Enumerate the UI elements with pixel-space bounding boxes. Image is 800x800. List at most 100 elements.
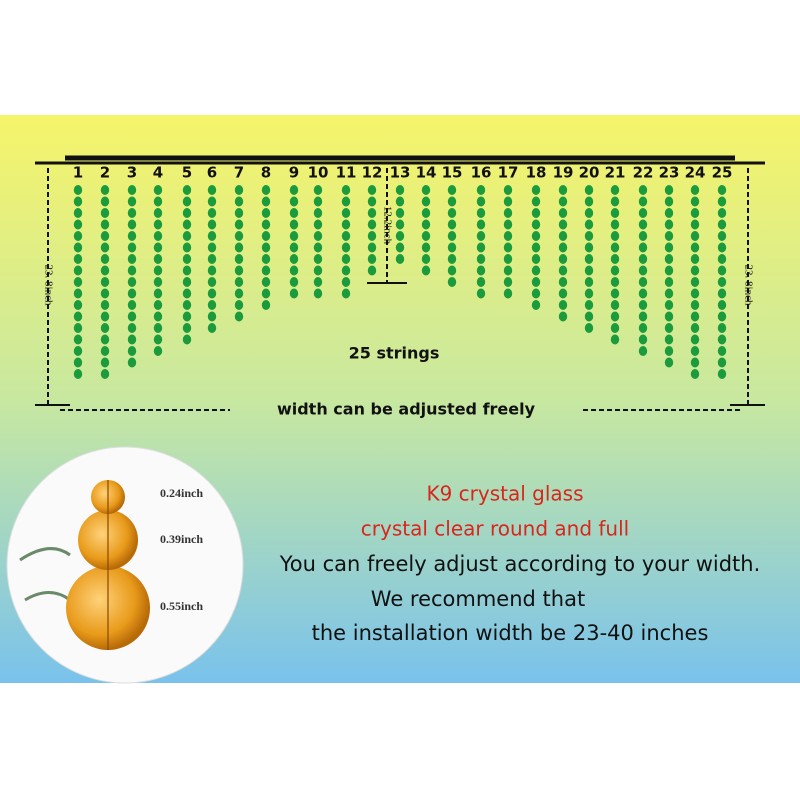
bead <box>341 196 351 207</box>
bead <box>717 288 727 299</box>
bead <box>584 265 594 276</box>
bead <box>610 208 620 218</box>
bead <box>638 346 648 356</box>
bead <box>610 334 620 345</box>
bead <box>638 196 648 207</box>
bead <box>313 288 323 299</box>
bead <box>289 288 299 299</box>
bead <box>558 311 568 322</box>
bead <box>289 265 299 276</box>
bead <box>664 346 674 356</box>
bead <box>584 231 594 241</box>
bead <box>717 185 727 195</box>
bead <box>690 300 700 310</box>
bead <box>717 208 727 218</box>
bead <box>421 265 431 276</box>
bead <box>207 185 217 195</box>
bead <box>153 208 163 218</box>
bead <box>690 288 700 299</box>
bead <box>261 242 271 253</box>
bead <box>531 208 541 218</box>
bead <box>100 357 110 368</box>
string-number: 24 <box>685 164 706 182</box>
bead <box>395 254 405 264</box>
bead <box>207 242 217 253</box>
bead <box>153 196 163 207</box>
bead <box>503 277 513 287</box>
bead <box>100 288 110 299</box>
bead <box>447 231 457 241</box>
material: K9 crystal glass <box>426 482 583 506</box>
bead <box>638 323 648 333</box>
bead <box>153 219 163 230</box>
bead-size: 0.24inch <box>160 486 203 500</box>
bead <box>153 277 163 287</box>
bead <box>234 265 244 276</box>
bead <box>127 185 137 195</box>
bead <box>638 288 648 299</box>
bead <box>367 242 377 253</box>
bead <box>182 231 192 241</box>
string-number: 11 <box>336 164 357 182</box>
bead <box>503 231 513 241</box>
bead <box>261 219 271 230</box>
bead <box>261 288 271 299</box>
bead <box>610 231 620 241</box>
bead <box>100 265 110 276</box>
bead <box>234 242 244 253</box>
bead <box>127 254 137 264</box>
bead <box>127 196 137 207</box>
recommend-note: We recommend that <box>371 587 585 611</box>
bead <box>261 185 271 195</box>
bead <box>690 277 700 287</box>
bead <box>153 334 163 345</box>
bead <box>690 357 700 368</box>
bead <box>584 185 594 195</box>
bead <box>73 323 83 333</box>
bead <box>289 277 299 287</box>
bead <box>100 277 110 287</box>
bead <box>73 277 83 287</box>
bead <box>153 231 163 241</box>
bead <box>127 242 137 253</box>
bead <box>558 219 568 230</box>
bead <box>717 219 727 230</box>
bead <box>100 254 110 264</box>
bead <box>207 288 217 299</box>
bead <box>503 219 513 230</box>
bead <box>664 185 674 195</box>
bead <box>289 185 299 195</box>
bead <box>447 196 457 207</box>
bead <box>313 219 323 230</box>
bead <box>395 185 405 195</box>
bead <box>584 300 594 310</box>
bead <box>207 196 217 207</box>
bead <box>664 277 674 287</box>
bead <box>610 254 620 264</box>
bead <box>584 242 594 253</box>
bead <box>690 323 700 333</box>
bead <box>717 196 727 207</box>
right-length: 23. 8inch <box>742 265 754 306</box>
bead <box>690 369 700 379</box>
bead <box>73 254 83 264</box>
bead <box>289 231 299 241</box>
string-count: 25 strings <box>349 344 440 363</box>
bead <box>153 185 163 195</box>
bead <box>664 311 674 322</box>
string-number: 17 <box>498 164 519 182</box>
bead <box>153 254 163 264</box>
bead <box>638 334 648 345</box>
bead <box>182 208 192 218</box>
bead <box>447 242 457 253</box>
bead <box>73 288 83 299</box>
bead <box>207 277 217 287</box>
string-number: 15 <box>442 164 463 182</box>
bead <box>261 254 271 264</box>
bead <box>73 357 83 368</box>
bead <box>313 242 323 253</box>
bead <box>207 311 217 322</box>
bead <box>717 231 727 241</box>
bead <box>367 254 377 264</box>
bead <box>531 231 541 241</box>
